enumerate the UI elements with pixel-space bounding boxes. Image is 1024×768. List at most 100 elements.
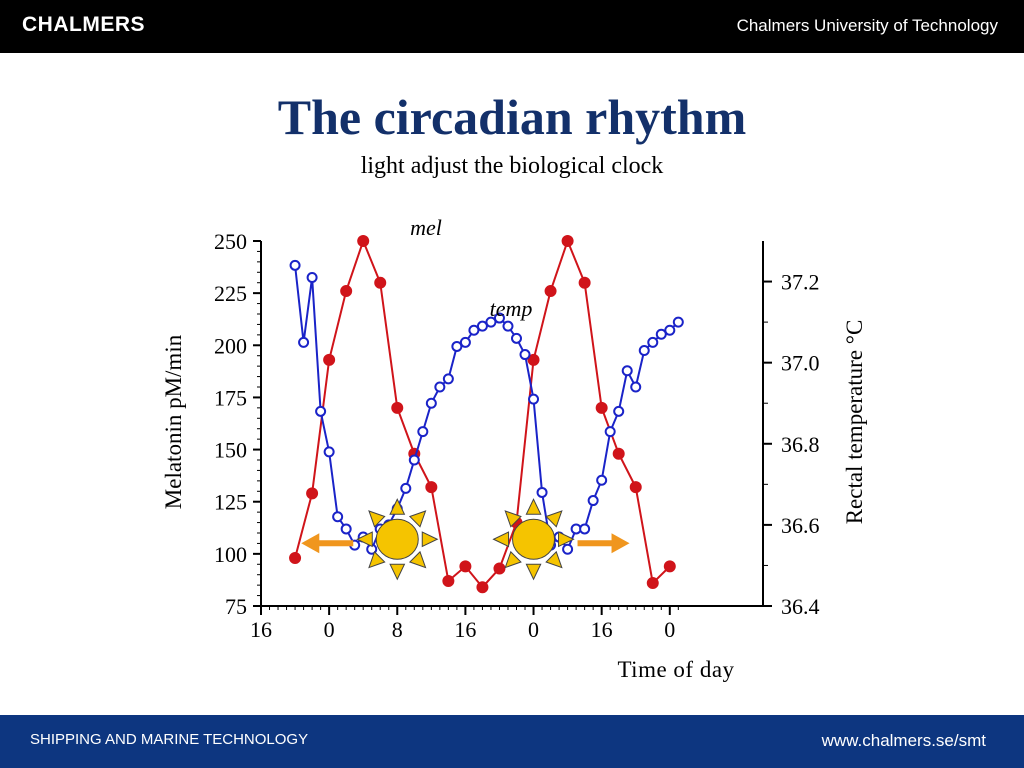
data-point-temp (579, 523, 591, 535)
footer-url[interactable]: www.chalmers.se/smt (821, 731, 986, 750)
data-point-temp (519, 349, 531, 361)
data-point-mel (442, 574, 455, 587)
data-point-temp (298, 336, 310, 348)
data-point-temp (425, 397, 437, 409)
x-tick-label: 16 (454, 617, 476, 642)
data-point-mel (561, 235, 574, 247)
sun-ray (368, 550, 386, 569)
y-tick-label-left: 250 (214, 229, 247, 254)
sun-ray (389, 563, 406, 581)
data-point-temp (638, 345, 650, 356)
chart-series (289, 235, 684, 594)
data-point-temp (655, 328, 667, 340)
sun-ray (389, 498, 406, 515)
sun-ray (408, 510, 427, 528)
data-point-temp (442, 373, 454, 385)
data-point-mel (595, 401, 608, 414)
header-bar: CHALMERS Chalmers University of Technolo… (0, 0, 1024, 53)
data-point-mel (425, 481, 438, 494)
data-point-temp (451, 340, 463, 352)
data-point-mel (306, 487, 319, 500)
x-tick-label: 8 (392, 617, 403, 642)
y-tick-label-right: 36.6 (781, 513, 820, 538)
footer-bar: SHIPPING AND MARINE TECHNOLOGY www.chalm… (0, 715, 1024, 768)
data-point-temp (408, 454, 420, 466)
data-point-mel (391, 401, 404, 414)
data-point-mel (612, 447, 625, 460)
x-tick-label: 16 (250, 617, 272, 642)
data-point-mel (527, 353, 540, 366)
chart-axes: 75 100 125 150 175 200 225 250 36.4 36.6 36.8 37.0 3… (214, 229, 820, 642)
data-point-mel (459, 560, 472, 573)
y-tick-label-left: 175 (214, 385, 247, 410)
sun-ray (368, 510, 386, 528)
x-tick-label: 0 (528, 617, 539, 642)
data-point-temp (604, 426, 616, 438)
y-tick-label-left: 100 (214, 542, 247, 567)
data-point-temp (621, 365, 633, 377)
data-point-temp (502, 320, 514, 332)
data-point-temp (596, 474, 608, 486)
data-point-temp (630, 381, 642, 393)
data-point-temp (562, 543, 574, 555)
chart-annotations (301, 498, 630, 581)
sun-ray (421, 531, 439, 548)
data-point-temp (323, 446, 335, 458)
sun-icon (301, 498, 439, 581)
y-tick-label-right: 37.0 (781, 351, 820, 376)
y-tick-label-left: 225 (214, 281, 247, 306)
sun-ray (356, 531, 373, 548)
y-axis-label-right: Rectal temperature °C (842, 320, 867, 525)
sun-ray (492, 531, 510, 548)
sun-ray (408, 550, 427, 569)
data-point-temp (332, 511, 344, 523)
data-point-temp (587, 495, 599, 507)
y-tick-label-left: 75 (225, 594, 247, 619)
data-point-temp (485, 316, 497, 328)
x-tick-label: 16 (591, 617, 613, 642)
arrow-head (301, 533, 320, 554)
data-point-temp (613, 405, 625, 417)
data-point-mel (289, 552, 302, 565)
data-point-temp (340, 523, 352, 535)
data-point-mel (578, 276, 591, 289)
sun-ray (558, 531, 575, 548)
y-tick-label-right: 36.4 (781, 594, 820, 619)
data-point-temp (459, 336, 471, 348)
university-name: Chalmers University of Technology (736, 16, 998, 35)
x-axis-label: Time of day (617, 657, 734, 682)
data-point-temp (400, 482, 412, 494)
data-point-temp (647, 336, 659, 348)
data-point-temp (493, 312, 505, 324)
data-point-temp (289, 259, 301, 271)
y-tick-label-left: 125 (214, 490, 247, 515)
data-point-temp (672, 316, 684, 328)
sun-ray (545, 550, 563, 569)
sun-disc (512, 518, 556, 560)
data-point-temp (468, 324, 480, 336)
slide-title: The circadian rhythm (277, 89, 747, 145)
data-point-temp (417, 426, 429, 438)
data-point-temp (434, 381, 446, 393)
y-tick-label-left: 150 (214, 438, 247, 463)
sun-ray (525, 563, 542, 581)
data-point-mel (323, 353, 336, 366)
data-point-mel (357, 235, 370, 247)
y-tick-label-right: 37.2 (781, 270, 820, 295)
data-point-temp (664, 324, 676, 336)
data-point-temp (315, 405, 327, 417)
slide-subtitle: light adjust the biological clock (360, 153, 664, 179)
data-point-mel (629, 481, 642, 494)
data-point-temp (528, 393, 540, 405)
data-point-temp (511, 332, 522, 344)
circadian-chart: 75 100 125 150 175 200 225 250 36.4 36.6 36.8 37.0 3… (161, 215, 867, 682)
sun-ray (525, 498, 542, 515)
y-tick-label-right: 36.8 (781, 432, 820, 457)
sun-icon (492, 498, 630, 581)
series-label-mel: mel (410, 215, 442, 240)
data-point-mel (544, 285, 557, 298)
y-tick-label-left: 200 (214, 333, 247, 358)
x-tick-label: 0 (664, 617, 675, 642)
y-axis-label-left: Melatonin pM/min (161, 334, 186, 509)
data-point-mel (493, 562, 506, 575)
